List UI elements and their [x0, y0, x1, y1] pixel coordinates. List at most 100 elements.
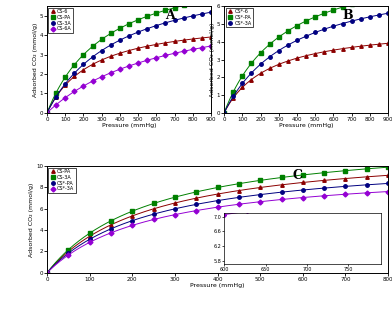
- CS-PA: [90, 45, 95, 48]
- Legend: CS-6, CS-PA, CS-3A, CS-6A: CS-6, CS-PA, CS-3A, CS-6A: [49, 8, 73, 33]
- CS-6: [154, 42, 159, 46]
- CS-3A: [118, 38, 122, 42]
- Legend: CS*-6, CS*-PA, CS*-3A: CS*-6, CS*-PA, CS*-3A: [225, 8, 253, 27]
- X-axis label: Pressure (mmHg): Pressure (mmHg): [190, 283, 245, 288]
- CS*-6: [295, 56, 299, 60]
- CS-6A: [191, 47, 195, 51]
- CS-3A: [322, 171, 327, 175]
- CS*-3A: [172, 213, 177, 216]
- CS-3A: [127, 34, 131, 38]
- CS*-PA: [258, 193, 263, 197]
- CS*-6: [368, 43, 372, 47]
- CS*-PA: [322, 186, 327, 190]
- CS-6: [99, 58, 104, 62]
- CS-6A: [109, 71, 113, 75]
- CS*-3A: [358, 17, 363, 21]
- CS*-PA: [151, 212, 156, 216]
- CS*-3A: [276, 49, 281, 52]
- CS*-6: [340, 47, 345, 51]
- CS*-3A: [66, 253, 71, 257]
- CS-6A: [72, 90, 77, 93]
- CS*-3A: [343, 193, 348, 196]
- CS*-PA: [295, 24, 299, 28]
- CS*-PA: [358, 0, 363, 4]
- CS*-PA: [304, 19, 309, 23]
- CS-PA: [81, 53, 86, 56]
- CS-PA: [365, 175, 369, 179]
- CS-PA: [118, 26, 122, 30]
- CS-3A: [154, 24, 159, 28]
- CS-6: [72, 75, 77, 78]
- CS*-PA: [313, 15, 318, 19]
- CS*-PA: [386, 182, 390, 185]
- Text: A: A: [165, 9, 175, 22]
- CS-3A: [90, 55, 95, 59]
- CS-6: [63, 83, 67, 87]
- CS*-PA: [172, 207, 177, 211]
- CS*-6: [322, 50, 327, 54]
- CS-3A: [87, 231, 92, 235]
- CS*-6: [231, 96, 236, 100]
- CS-3A: [279, 176, 284, 179]
- CS-3A: [343, 169, 348, 172]
- CS-3A: [109, 219, 113, 223]
- CS*-PA: [215, 199, 220, 202]
- CS-6A: [163, 54, 168, 57]
- CS-6: [81, 68, 86, 72]
- CS-PA: [87, 234, 92, 238]
- CS*-PA: [130, 219, 134, 223]
- CS-3A: [54, 95, 58, 99]
- CS-3A: [130, 209, 134, 213]
- CS-6: [45, 111, 49, 115]
- CS-PA: [236, 189, 241, 193]
- CS-3A: [145, 27, 150, 30]
- X-axis label: Pressure (mmHg): Pressure (mmHg): [102, 123, 156, 128]
- CS*-3A: [322, 194, 327, 198]
- CS*-3A: [194, 209, 199, 212]
- CS*-6: [377, 42, 381, 46]
- CS*-PA: [322, 11, 327, 15]
- CS-6A: [200, 46, 204, 50]
- CS-6A: [118, 67, 122, 71]
- CS-3A: [151, 202, 156, 205]
- CS-3A: [63, 82, 67, 86]
- CS-3A: [258, 179, 263, 182]
- Line: CS-3A: CS-3A: [45, 166, 390, 275]
- CS*-PA: [222, 111, 227, 115]
- CS*-3A: [267, 55, 272, 59]
- CS-PA: [99, 38, 104, 41]
- CS-3A: [200, 12, 204, 16]
- CS*-6: [331, 48, 336, 52]
- CS-PA: [279, 183, 284, 187]
- CS*-3A: [349, 19, 354, 23]
- Y-axis label: Adsorbed CO₂ (mmol/g): Adsorbed CO₂ (mmol/g): [29, 182, 34, 257]
- CS*-3A: [386, 11, 390, 15]
- CS*-3A: [386, 190, 390, 193]
- CS-6A: [54, 103, 58, 107]
- CS*-PA: [231, 90, 236, 94]
- CS-3A: [236, 182, 241, 186]
- CS*-PA: [249, 61, 254, 65]
- CS-3A: [81, 63, 86, 66]
- CS*-PA: [279, 190, 284, 194]
- CS-3A: [163, 21, 168, 25]
- CS*-3A: [285, 43, 290, 47]
- CS*-6: [386, 42, 390, 45]
- CS-6: [118, 51, 122, 55]
- CS-3A: [45, 271, 49, 275]
- CS*-PA: [87, 237, 92, 241]
- CS-3A: [300, 173, 305, 177]
- CS-PA: [63, 75, 67, 79]
- CS-6: [127, 49, 131, 52]
- CS-PA: [127, 22, 131, 26]
- CS*-6: [358, 44, 363, 48]
- CS*-6: [258, 72, 263, 75]
- CS-6: [181, 38, 186, 42]
- Text: B: B: [342, 9, 353, 22]
- CS*-3A: [236, 202, 241, 206]
- CS*-PA: [276, 35, 281, 39]
- CS*-3A: [295, 38, 299, 42]
- CS*-3A: [151, 218, 156, 221]
- CS-3A: [66, 248, 71, 251]
- CS*-PA: [109, 227, 113, 231]
